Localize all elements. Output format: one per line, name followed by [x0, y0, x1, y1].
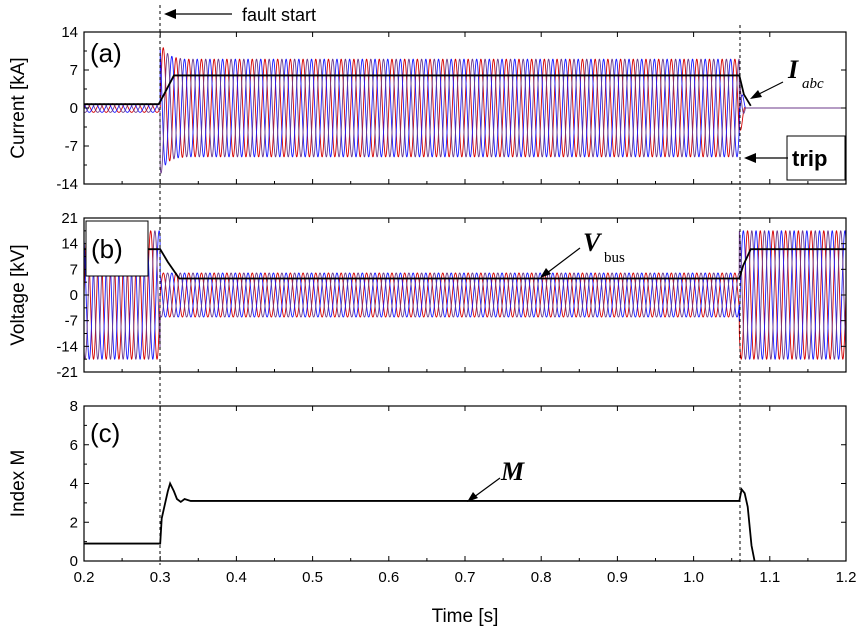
phase-a-wave — [83, 230, 847, 360]
phase-c-wave — [83, 230, 847, 360]
panel-b-tag: (b) — [91, 234, 123, 264]
panel-a-ylabel: Current [kA] — [8, 57, 29, 158]
panel-c-frame — [83, 405, 847, 562]
ytick-label: 7 — [70, 261, 78, 278]
ytick-label: 14 — [61, 236, 78, 253]
panel-b-tag-box — [85, 220, 149, 277]
series-M — [84, 481, 756, 562]
ytick-label: 2 — [70, 514, 78, 531]
ytick-label: 14 — [61, 24, 78, 41]
vbus-sub: bus — [604, 250, 625, 266]
ytick-label: 4 — [70, 476, 78, 493]
xtick-label: 1.0 — [683, 569, 704, 586]
ytick-label: 21 — [61, 210, 78, 227]
ytick-label: 8 — [70, 398, 78, 415]
m-annotation: M — [467, 457, 525, 502]
panel-b-voltage: 21 14 7 0 -7 -14 -21 Voltage [kV] (b) — [8, 210, 847, 381]
current-waveforms — [83, 47, 846, 174]
fault-start-annotation: fault start — [164, 5, 316, 25]
x-axis-label: Time [s] — [432, 606, 499, 627]
panel-a-current: 14 7 0 -7 -14 Current [kA] (a) — [8, 24, 847, 193]
trip-label: trip — [792, 146, 827, 171]
vbus-label: V — [583, 228, 603, 257]
panel-a-yticks: 14 7 0 -7 -14 — [56, 24, 847, 193]
phase-b-wave — [83, 230, 847, 360]
ytick-label: -14 — [56, 338, 78, 355]
envelope-line — [84, 248, 846, 280]
phase-a-wave — [83, 47, 846, 162]
xtick-label: 0.3 — [150, 569, 171, 586]
phase-c-wave — [83, 52, 846, 174]
xtick-label: 0.8 — [531, 569, 552, 586]
envelope-line — [84, 74, 752, 107]
ytick-label: -7 — [65, 313, 78, 330]
ytick-label: 0 — [70, 100, 78, 117]
xtick-label: 0.2 — [74, 569, 95, 586]
xtick-label: 0.7 — [455, 569, 476, 586]
panel-b-ylabel: Voltage [kV] — [8, 244, 29, 345]
ytick-label: -14 — [56, 176, 78, 193]
panel-b-yticks: 21 14 7 0 -7 -14 -21 — [56, 210, 847, 381]
voltage-waveforms — [83, 230, 847, 360]
ytick-label: 7 — [70, 62, 78, 79]
xtick-label: 0.9 — [607, 569, 628, 586]
xtick-label: 1.1 — [759, 569, 780, 586]
ytick-label: -7 — [65, 138, 78, 155]
m-label: M — [500, 457, 525, 486]
ytick-label: 0 — [70, 287, 78, 304]
current-envelope — [84, 74, 752, 107]
voltage-envelope — [84, 248, 846, 280]
panel-a-tag: (a) — [90, 38, 122, 68]
ytick-label: 6 — [70, 437, 78, 454]
index-m-line — [84, 481, 756, 562]
iabc-sub: abc — [802, 76, 824, 92]
xtick-label: 0.6 — [378, 569, 399, 586]
panel-c-tag: (c) — [90, 418, 120, 448]
panel-c-yticks: 8 6 4 2 0 — [70, 398, 847, 570]
xtick-label: 1.2 — [836, 569, 857, 586]
iabc-label: I — [787, 55, 799, 84]
phase-b-wave — [83, 49, 846, 166]
xtick-label: 0.4 — [226, 569, 247, 586]
fault-start-label: fault start — [242, 5, 316, 25]
ytick-label: -21 — [56, 364, 78, 381]
iabc-annotation: I abc — [750, 55, 824, 99]
trip-annotation: trip — [744, 135, 846, 181]
xtick-label: 0.5 — [302, 569, 323, 586]
ytick-label: 0 — [70, 553, 78, 570]
vbus-annotation: V bus — [540, 228, 625, 278]
panel-c-ylabel: Index M — [8, 450, 29, 518]
panel-c-xticks: 0.2 0.3 0.4 0.5 0.6 0.7 0.8 0.9 1.0 1.1 1.2 — [74, 569, 857, 586]
